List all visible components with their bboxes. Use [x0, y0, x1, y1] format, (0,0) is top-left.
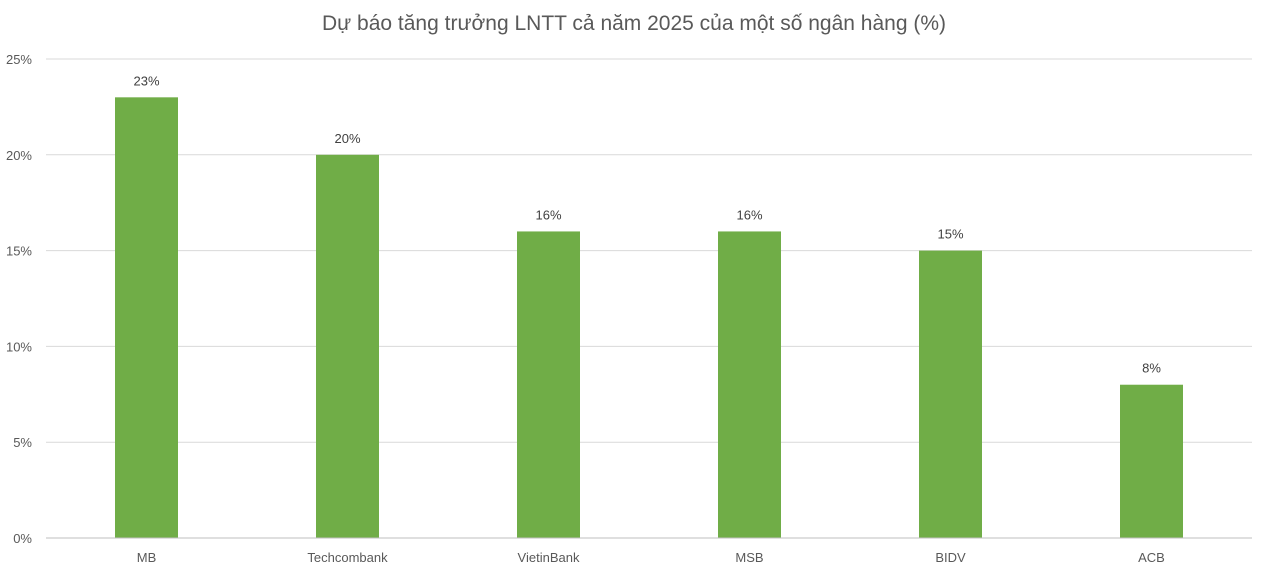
- x-tick-label: BIDV: [935, 550, 966, 565]
- data-label: 16%: [535, 207, 561, 222]
- x-tick-label: Techcombank: [307, 550, 388, 565]
- y-tick-label: 15%: [6, 244, 32, 259]
- chart-title: Dự báo tăng trưởng LNTT cả năm 2025 của …: [321, 12, 946, 35]
- bar: [718, 231, 781, 538]
- x-tick-label: MSB: [735, 550, 763, 565]
- x-tick-label: ACB: [1138, 550, 1165, 565]
- y-tick-label: 5%: [13, 435, 32, 450]
- bar: [316, 154, 379, 539]
- data-labels: 23% 20% 16% 16% 15% 8%: [133, 73, 1161, 375]
- y-tick-label: 0%: [13, 531, 32, 546]
- x-tick-label: VietinBank: [518, 550, 580, 565]
- bar: [919, 250, 982, 538]
- x-tick-label: MB: [137, 550, 157, 565]
- bar: [517, 231, 580, 538]
- data-label: 16%: [736, 207, 762, 222]
- y-tick-label: 10%: [6, 339, 32, 354]
- y-tick-label: 25%: [6, 52, 32, 67]
- data-label: 15%: [937, 227, 963, 242]
- y-tick-label: 20%: [6, 148, 32, 163]
- gridlines: [46, 58, 1252, 443]
- data-label: 20%: [334, 131, 360, 146]
- data-label: 23%: [133, 73, 159, 88]
- bar: [115, 97, 178, 538]
- axes: 0% 5% 10% 15% 20% 25% MB Techcombank VietinBank M…: [6, 52, 1252, 565]
- bars: [115, 97, 1183, 539]
- bar: [1120, 384, 1183, 538]
- data-label: 8%: [1142, 361, 1161, 376]
